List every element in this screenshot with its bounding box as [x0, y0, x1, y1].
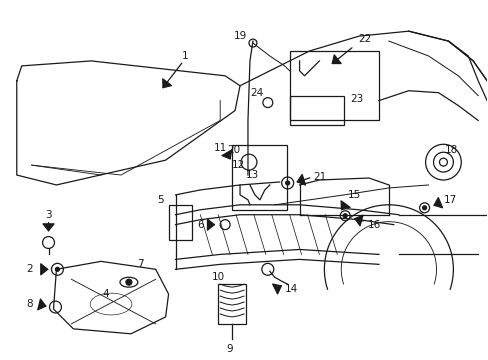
Circle shape	[126, 279, 132, 285]
Bar	[232, 145, 286, 210]
Text: 23: 23	[350, 94, 363, 104]
Circle shape	[343, 214, 346, 218]
Bar	[218, 284, 245, 324]
Bar	[289, 96, 344, 125]
Text: 19: 19	[233, 31, 246, 41]
Text: 15: 15	[347, 190, 360, 200]
Text: 4: 4	[102, 289, 109, 299]
Text: 2: 2	[26, 264, 33, 274]
Text: 10: 10	[211, 272, 224, 282]
Bar	[289, 51, 378, 121]
Text: 18: 18	[444, 145, 457, 155]
Text: 1: 1	[182, 51, 188, 61]
Text: 16: 16	[366, 220, 380, 230]
Circle shape	[55, 267, 60, 271]
Text: 24: 24	[250, 88, 263, 98]
Bar	[168, 205, 192, 239]
Text: 3: 3	[45, 210, 52, 220]
Text: 22: 22	[358, 34, 371, 44]
Circle shape	[285, 181, 289, 185]
Text: 17: 17	[443, 195, 456, 205]
Text: 20: 20	[227, 145, 240, 155]
Text: 6: 6	[197, 220, 203, 230]
Text: 14: 14	[285, 284, 298, 294]
Text: 12: 12	[231, 160, 244, 170]
Text: 7: 7	[137, 259, 144, 269]
Text: 21: 21	[312, 172, 325, 182]
Text: 11: 11	[213, 143, 226, 153]
Text: 8: 8	[26, 299, 33, 309]
Text: 13: 13	[245, 170, 258, 180]
Text: 5: 5	[157, 195, 163, 205]
Circle shape	[422, 206, 426, 210]
Text: 9: 9	[226, 344, 233, 354]
